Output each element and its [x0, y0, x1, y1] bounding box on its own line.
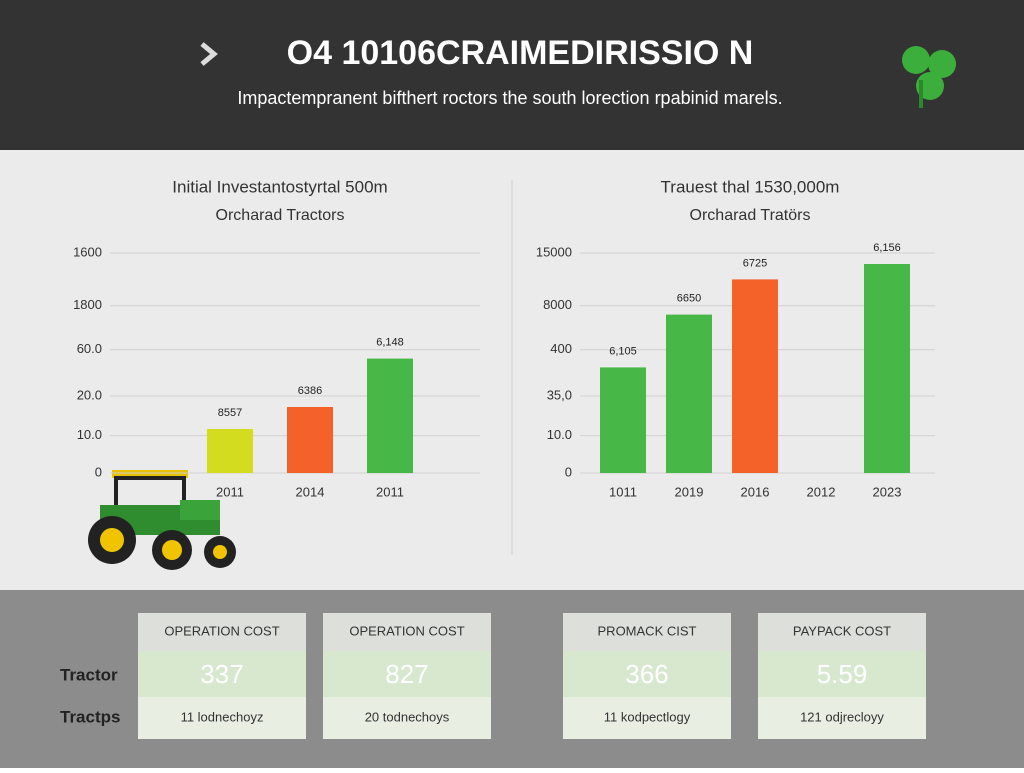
x-tick-label: 1011	[609, 484, 637, 499]
note-text: 11 lodnechoyz	[181, 709, 264, 724]
note-cell	[758, 697, 926, 739]
y-tick-label: 1600	[73, 244, 102, 259]
clover-icon	[902, 46, 956, 108]
bar	[287, 407, 333, 473]
x-tick-label: 2014	[296, 484, 325, 499]
note-text: 11 kodpectlogy	[604, 709, 691, 724]
value-label: 6,105	[609, 345, 637, 357]
chart-title: Trauest thal 1530,000m	[661, 177, 840, 196]
header-bg	[0, 0, 1024, 150]
y-tick-label: 15000	[536, 244, 572, 259]
x-tick-label: 2023	[873, 484, 902, 499]
value-label: 6,148	[376, 337, 404, 349]
y-tick-label: 400	[550, 341, 572, 356]
y-tick-label: 0	[565, 464, 572, 479]
value-label: 8557	[218, 407, 242, 419]
y-tick-label: 20.0	[77, 387, 102, 402]
note-cell	[323, 697, 491, 739]
subtitle: Impactempranent bifthert roctors the sou…	[237, 88, 782, 108]
bar	[666, 314, 712, 473]
y-tick-label: 1800	[73, 297, 102, 312]
y-tick-label: 10.0	[77, 427, 102, 442]
chart-title: Initial Investantostyrtal 500m	[172, 177, 387, 196]
row-label: Tractor	[60, 665, 118, 684]
header-text: PAYPACK COST	[793, 623, 891, 638]
chart-subtitle: Orcharad Tratörs	[690, 207, 811, 224]
x-tick-label: 2011	[376, 484, 404, 499]
x-tick-label: 2012	[807, 484, 836, 499]
title: O4 10106CRAIMEDIRISSIO N	[287, 34, 754, 72]
note-text: 121 odjrecloyy	[800, 709, 884, 724]
y-tick-label: 8000	[543, 297, 572, 312]
bar	[367, 358, 413, 473]
header-cell	[323, 613, 491, 651]
tractor-image	[88, 470, 236, 570]
x-tick-label: 2019	[675, 484, 704, 499]
bar	[600, 367, 646, 473]
header-text: PROMACK CIST	[598, 623, 697, 638]
header-text: OPERATION COST	[349, 623, 464, 638]
header-cell	[138, 613, 306, 651]
value-text: 5.59	[817, 659, 868, 689]
y-tick-label: 35,0	[547, 387, 572, 402]
value-cell	[323, 651, 491, 697]
value-label: 6725	[743, 257, 767, 269]
y-tick-label: 10.0	[547, 427, 572, 442]
note-cell	[563, 697, 731, 739]
bar	[207, 429, 253, 473]
value-text: 337	[200, 659, 243, 689]
value-label: 6,156	[873, 242, 901, 254]
value-text: 827	[385, 659, 428, 689]
value-cell	[758, 651, 926, 697]
x-tick-label: 2016	[741, 484, 770, 499]
value-cell	[138, 651, 306, 697]
value-text: 366	[625, 659, 668, 689]
header-text: OPERATION COST	[164, 623, 279, 638]
bar	[732, 279, 778, 473]
y-tick-label: 0	[95, 464, 102, 479]
bar	[864, 264, 910, 473]
value-label: 6650	[677, 293, 701, 305]
x-tick-label: 2011	[216, 484, 244, 499]
chart-subtitle: Orcharad Tractors	[216, 207, 345, 224]
value-label: 6386	[298, 385, 322, 397]
note-cell	[138, 697, 306, 739]
note-text: 20 todnechoys	[365, 709, 450, 724]
value-cell	[563, 651, 731, 697]
header-cell	[563, 613, 731, 651]
header-cell	[758, 613, 926, 651]
y-tick-label: 60.0	[77, 341, 102, 356]
arrow-icon	[200, 42, 218, 66]
row-label: Tractps	[60, 707, 120, 726]
